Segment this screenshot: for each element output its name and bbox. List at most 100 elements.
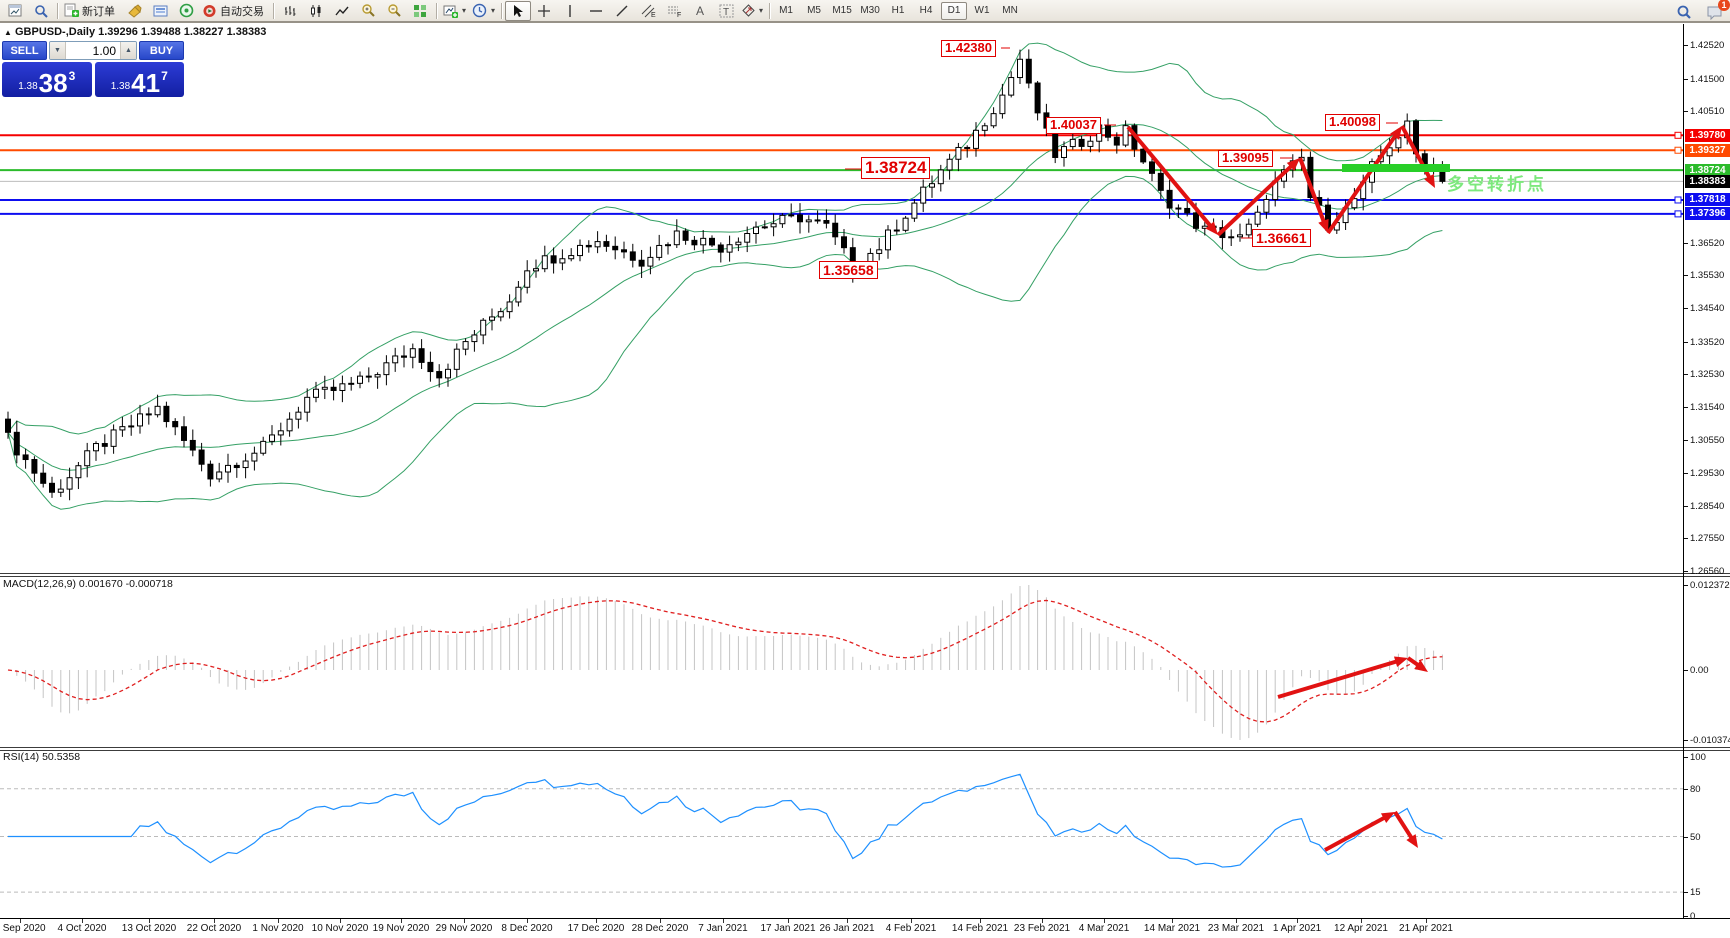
timeframe-button-m15[interactable]: M15 — [832, 5, 852, 16]
buy-button[interactable]: BUY — [139, 41, 184, 60]
new-order-label: 新订单 — [82, 5, 115, 18]
preview-button[interactable] — [28, 1, 54, 21]
price-axis-tick — [1684, 242, 1688, 244]
svg-text:F: F — [677, 12, 681, 18]
date-label: 1 Apr 2021 — [1272, 923, 1322, 934]
price-axis-label: 1.31540 — [1690, 401, 1725, 413]
date-label: 17 Dec 2020 — [567, 923, 625, 934]
date-tick — [20, 919, 21, 923]
text-icon: A — [696, 4, 704, 17]
price-tag: 1.35658 — [819, 261, 878, 280]
price-axis-tick — [1684, 374, 1688, 376]
collapse-triangle-icon[interactable]: ▲ — [4, 28, 12, 37]
date-tick — [1172, 919, 1173, 923]
date-label: 14 Mar 2021 — [1143, 923, 1201, 934]
line-chart-mode-button[interactable] — [329, 1, 355, 21]
cursor-tool-button[interactable] — [505, 0, 532, 21]
date-label: 8 Dec 2020 — [501, 923, 553, 934]
signals-icon — [179, 3, 193, 18]
price-line-label: 1.37818 — [1685, 193, 1730, 207]
rsi-axis-tick — [1684, 892, 1688, 894]
date-label: 23 Feb 2021 — [1013, 923, 1071, 934]
timeframe-button-w1[interactable]: W1 — [974, 5, 990, 16]
eraser-button[interactable] — [121, 1, 147, 21]
channel-tool-button[interactable]: E — [635, 1, 661, 21]
date-label: 4 Oct 2020 — [57, 923, 107, 934]
zoom-out-icon — [387, 4, 401, 17]
arrows-tool-button[interactable]: ▾ — [739, 1, 766, 21]
timeframe-button-mn[interactable]: MN — [1002, 5, 1018, 16]
price-axis-tick — [1684, 571, 1688, 573]
vertical-line-icon — [569, 4, 571, 17]
volume-stepper[interactable]: ▼ 1.00 ▲ — [49, 41, 137, 60]
vertical-line-tool-button[interactable] — [557, 1, 583, 21]
trendline-tool-button[interactable] — [609, 1, 635, 21]
signals-button[interactable] — [173, 1, 199, 21]
volume-value[interactable]: 1.00 — [92, 43, 116, 58]
date-label: 7 Jan 2021 — [698, 923, 748, 934]
auto-trading-button[interactable]: 自动交易 — [199, 1, 270, 21]
crosshair-icon — [538, 4, 551, 17]
date-tick — [214, 919, 215, 923]
date-tick — [278, 919, 279, 923]
crosshair-tool-button[interactable] — [531, 1, 557, 21]
rsi-label: RSI(14) 50.5358 — [3, 751, 81, 763]
new-chart-button[interactable]: ▾ — [440, 1, 469, 21]
fibonacci-tool-button[interactable]: F — [661, 1, 687, 21]
bar-chart-icon — [285, 5, 296, 16]
price-axis-label: 1.33520 — [1690, 336, 1725, 348]
market-watch-icon — [153, 5, 167, 16]
macd-axis-label: 0.00 — [1690, 665, 1709, 676]
date-tick — [788, 919, 789, 923]
notifications-button[interactable]: 1 — [1701, 0, 1730, 22]
new-order-icon — [64, 3, 79, 17]
market-watch-button[interactable] — [147, 1, 173, 21]
sell-button[interactable]: SELL — [2, 41, 47, 60]
price-axis-tick — [1684, 406, 1688, 408]
date-tick — [596, 919, 597, 923]
zoom-out-button[interactable] — [381, 1, 407, 21]
date-label: 4 Mar 2021 — [1078, 923, 1130, 934]
toolbar-divider — [0, 22, 1730, 25]
price-axis-tick — [1684, 439, 1688, 441]
timeframe-button-m1[interactable]: M1 — [779, 5, 793, 16]
text-label-icon: T — [719, 4, 734, 18]
price-axis-label: 1.42520 — [1690, 40, 1725, 51]
rsi-panel-divider[interactable] — [0, 747, 1730, 751]
timeframe-button-m5[interactable]: M5 — [807, 5, 821, 16]
new-chart-icon — [443, 5, 458, 18]
rsi-axis-label: 15 — [1690, 887, 1701, 899]
date-tick — [1426, 919, 1427, 923]
chart-window-icon-button[interactable] — [2, 1, 28, 21]
tile-windows-icon — [414, 4, 426, 17]
chevron-down-icon: ▾ — [491, 6, 496, 15]
volume-decrease-button[interactable]: ▼ — [50, 42, 66, 59]
search-button[interactable] — [1671, 2, 1697, 22]
price-line-label: 1.37396 — [1685, 207, 1730, 221]
rsi-axis-label: 0 — [1690, 911, 1696, 922]
horizontal-line-tool-button[interactable] — [583, 1, 609, 21]
zoom-in-button[interactable] — [355, 1, 381, 21]
tile-windows-button[interactable] — [407, 1, 433, 21]
text-tool-button[interactable]: A — [687, 1, 713, 21]
price-axis-tick — [1684, 111, 1688, 113]
buy-price-panel[interactable]: 1.38 41 7 — [94, 62, 184, 97]
rsi-axis-label: 100 — [1690, 752, 1706, 763]
bar-chart-mode-button[interactable] — [277, 1, 303, 21]
macd-panel-divider[interactable] — [0, 573, 1730, 577]
candlestick-mode-button[interactable] — [303, 1, 329, 21]
timeframe-button-h1[interactable]: H1 — [891, 5, 905, 16]
sell-price-panel[interactable]: 1.38 38 3 — [2, 62, 92, 97]
volume-increase-button[interactable]: ▲ — [120, 42, 136, 59]
price-axis-tick — [1684, 538, 1688, 540]
macd-axis-tick — [1684, 740, 1688, 741]
text-label-tool-button[interactable]: T — [713, 1, 739, 21]
svg-text:T: T — [723, 7, 729, 18]
line-chart-icon — [335, 6, 349, 15]
profiles-button[interactable]: ▾ — [469, 1, 498, 21]
new-order-button[interactable]: 新订单 — [61, 1, 121, 21]
timeframe-button-d1[interactable]: D1 — [941, 1, 968, 20]
timeframe-button-m30[interactable]: M30 — [860, 5, 880, 16]
timeframe-button-h4[interactable]: H4 — [919, 5, 933, 16]
